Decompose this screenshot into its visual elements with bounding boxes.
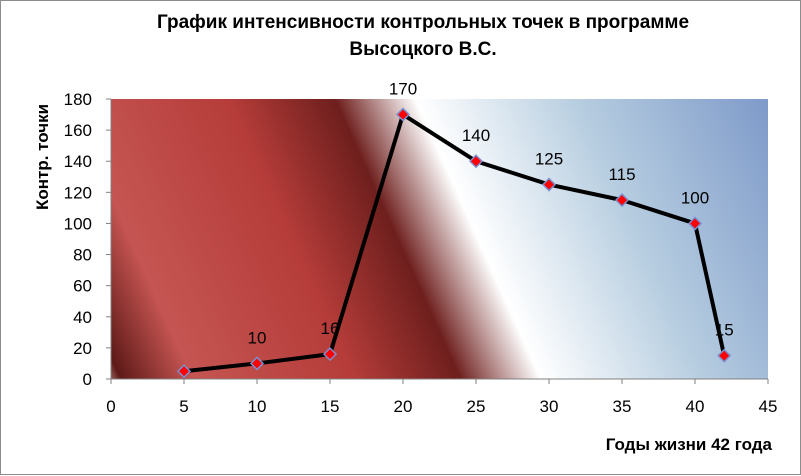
x-tick-label: 25 — [467, 397, 486, 416]
data-point — [614, 193, 630, 208]
data-markers — [176, 107, 732, 379]
x-tick-label: 30 — [540, 397, 559, 416]
x-tick-label: 15 — [321, 397, 340, 416]
data-point — [395, 107, 411, 122]
data-label: 125 — [535, 150, 563, 169]
data-point — [322, 347, 338, 362]
data-label: 100 — [681, 188, 709, 207]
y-tick-label: 180 — [64, 90, 92, 109]
x-axis-title: Годы жизни 42 года — [606, 435, 773, 454]
data-point — [687, 216, 703, 231]
data-label: 140 — [462, 126, 490, 145]
y-tick-label: 160 — [64, 121, 92, 140]
data-point — [176, 364, 192, 379]
data-label: 15 — [715, 321, 734, 340]
y-tick-label: 40 — [73, 308, 92, 327]
y-tick-label: 80 — [73, 246, 92, 265]
data-label: 16 — [321, 319, 340, 338]
x-tick-label: 20 — [394, 397, 413, 416]
data-point — [249, 356, 265, 371]
data-point — [468, 154, 484, 169]
y-tick-label: 60 — [73, 277, 92, 296]
data-labels: 10 16 170 140 125 115 100 15 — [248, 80, 734, 348]
x-tick-labels: 0 5 10 15 20 25 30 35 40 45 — [106, 379, 777, 416]
data-label: 115 — [608, 165, 635, 184]
data-label: 170 — [389, 80, 417, 99]
x-tick-label: 10 — [248, 397, 267, 416]
x-tick-label: 40 — [686, 397, 705, 416]
data-point — [717, 348, 732, 363]
y-tick-label: 0 — [83, 370, 92, 389]
x-tick-label: 35 — [613, 397, 632, 416]
x-tick-label: 45 — [759, 397, 778, 416]
data-label: 10 — [248, 328, 267, 347]
y-tick-labels: 0 20 40 60 80 100 120 140 160 180 — [64, 90, 111, 389]
y-tick-label: 100 — [64, 214, 92, 233]
y-tick-label: 140 — [64, 152, 92, 171]
y-axis-title: Контр. точки — [33, 104, 52, 210]
chart-title-line-2: Высоцкого В.С. — [349, 39, 496, 60]
x-tick-label: 5 — [179, 397, 188, 416]
plot-area — [111, 99, 768, 379]
chart-title-line-1: График интенсивности контрольных точек в… — [157, 12, 689, 33]
y-tick-label: 120 — [64, 183, 92, 202]
x-tick-label: 0 — [106, 397, 115, 416]
y-tick-label: 20 — [73, 339, 92, 358]
data-point — [541, 177, 557, 192]
